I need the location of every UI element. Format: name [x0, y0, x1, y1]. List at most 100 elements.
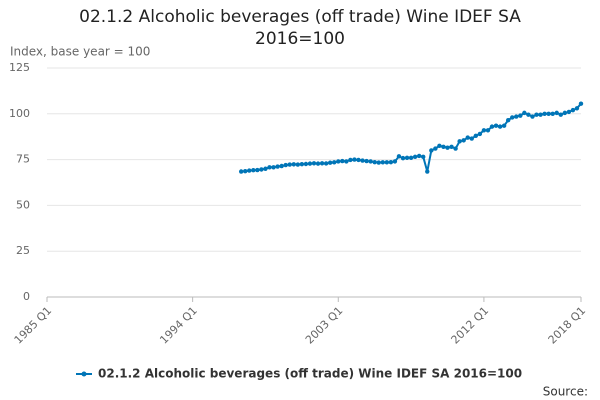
data-point — [469, 136, 474, 141]
data-point — [485, 128, 491, 133]
data-point — [247, 168, 252, 173]
data-point — [396, 154, 402, 159]
data-point — [497, 124, 503, 129]
data-point — [453, 146, 458, 151]
data-point — [546, 111, 551, 117]
data-point — [360, 158, 365, 163]
data-point — [429, 148, 434, 153]
data-point — [275, 164, 280, 169]
data-point — [570, 107, 576, 113]
data-point — [243, 168, 248, 174]
data-point — [404, 155, 410, 160]
legend-label: 02.1.2 Alcoholic beverages (off trade) W… — [98, 367, 522, 381]
data-point — [303, 161, 309, 167]
data-point — [542, 111, 547, 117]
data-point — [372, 159, 377, 165]
data-point — [433, 146, 438, 151]
data-point — [352, 157, 357, 162]
data-point — [267, 165, 272, 170]
data-point — [400, 155, 406, 161]
data-point — [522, 110, 527, 116]
y-tick-label: 0 — [23, 290, 30, 303]
data-point — [332, 160, 337, 165]
data-point — [323, 161, 329, 166]
source: Source: — [543, 385, 588, 399]
data-point — [238, 169, 244, 174]
data-point — [348, 157, 353, 163]
data-point — [493, 123, 499, 128]
x-tick-label: 2003 Q1 — [303, 304, 346, 347]
data-point — [299, 161, 305, 167]
data-point — [461, 138, 466, 143]
data-point — [287, 162, 292, 167]
data-point — [514, 114, 519, 119]
data-point — [263, 166, 268, 171]
data-point — [538, 112, 543, 117]
y-tick-label: 100 — [9, 107, 30, 120]
data-point — [505, 118, 511, 123]
data-point — [251, 168, 256, 173]
data-point — [477, 131, 483, 137]
y-tick-label: 50 — [16, 198, 30, 211]
data-point — [437, 143, 442, 149]
data-point — [384, 160, 390, 165]
data-point — [311, 161, 317, 166]
data-point — [319, 161, 325, 166]
data-point — [392, 159, 398, 164]
data-point — [562, 110, 568, 116]
y-tick-label: 125 — [9, 61, 30, 74]
data-point — [530, 114, 535, 119]
data-point — [566, 109, 572, 115]
data-point — [465, 135, 470, 140]
data-point — [457, 139, 462, 144]
data-point — [356, 157, 361, 163]
data-point — [340, 158, 345, 164]
data-point — [380, 160, 385, 165]
x-tick-label: 1985 Q1 — [12, 304, 55, 347]
data-point — [449, 144, 454, 149]
data-point — [295, 162, 301, 167]
data-point — [283, 162, 288, 168]
y-axis-label: Index, base year = 100 — [10, 45, 150, 59]
x-tick-label: 1994 Q1 — [157, 304, 200, 347]
data-point — [271, 165, 276, 170]
y-tick-label: 75 — [16, 153, 30, 166]
data-point — [315, 161, 321, 166]
data-point — [376, 160, 381, 165]
data-point — [554, 110, 559, 116]
data-point — [425, 169, 430, 174]
data-point — [526, 112, 531, 117]
data-point — [364, 158, 369, 164]
data-point — [518, 113, 523, 118]
data-point — [259, 167, 264, 172]
x-tick-label: 2012 Q1 — [449, 304, 492, 347]
data-point — [510, 115, 515, 120]
data-point — [408, 155, 414, 160]
data-point — [441, 144, 446, 149]
chart-title: 02.1.2 Alcoholic beverages (off trade) W… — [79, 7, 521, 49]
data-point — [473, 133, 479, 138]
data-point — [344, 159, 349, 164]
data-point — [291, 162, 296, 167]
data-point — [501, 123, 507, 128]
data-point — [307, 161, 313, 166]
data-point — [388, 159, 394, 165]
data-point — [574, 106, 580, 111]
data-point — [489, 124, 495, 129]
data-point — [368, 159, 373, 164]
data-point — [578, 101, 584, 106]
data-point — [534, 112, 539, 117]
x-tick-label: 2018 Q1 — [546, 304, 589, 347]
data-point — [412, 154, 418, 160]
legend-marker — [81, 371, 87, 377]
data-point — [416, 153, 422, 159]
data-point — [481, 128, 487, 133]
data-point — [255, 167, 260, 173]
data-point — [421, 154, 426, 160]
data-point — [550, 111, 555, 117]
y-tick-label: 25 — [16, 244, 30, 257]
data-point — [327, 160, 333, 165]
data-point — [279, 163, 284, 169]
